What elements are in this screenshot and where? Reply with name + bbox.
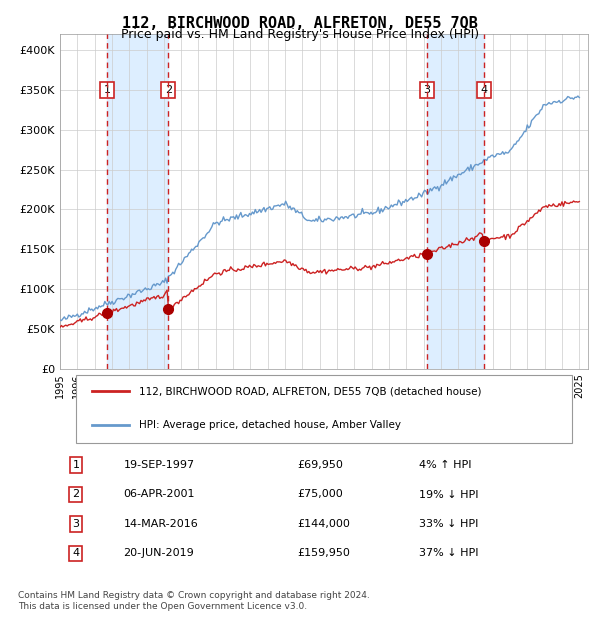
- Text: 20-JUN-2019: 20-JUN-2019: [124, 548, 194, 559]
- Text: 19% ↓ HPI: 19% ↓ HPI: [419, 489, 479, 500]
- Text: 33% ↓ HPI: 33% ↓ HPI: [419, 519, 478, 529]
- Text: Contains HM Land Registry data © Crown copyright and database right 2024.
This d: Contains HM Land Registry data © Crown c…: [18, 591, 370, 611]
- Text: 3: 3: [73, 519, 79, 529]
- Text: £144,000: £144,000: [298, 519, 350, 529]
- Text: 37% ↓ HPI: 37% ↓ HPI: [419, 548, 479, 559]
- Text: 2: 2: [165, 85, 172, 95]
- FancyBboxPatch shape: [76, 375, 572, 443]
- Text: 112, BIRCHWOOD ROAD, ALFRETON, DE55 7QB (detached house): 112, BIRCHWOOD ROAD, ALFRETON, DE55 7QB …: [139, 386, 482, 396]
- Text: £69,950: £69,950: [298, 460, 343, 470]
- Text: 4: 4: [480, 85, 487, 95]
- Text: 3: 3: [424, 85, 431, 95]
- Text: 2: 2: [72, 489, 79, 500]
- Text: 06-APR-2001: 06-APR-2001: [124, 489, 195, 500]
- Text: £75,000: £75,000: [298, 489, 343, 500]
- Text: 4% ↑ HPI: 4% ↑ HPI: [419, 460, 472, 470]
- Text: 112, BIRCHWOOD ROAD, ALFRETON, DE55 7QB: 112, BIRCHWOOD ROAD, ALFRETON, DE55 7QB: [122, 16, 478, 30]
- Text: HPI: Average price, detached house, Amber Valley: HPI: Average price, detached house, Ambe…: [139, 420, 401, 430]
- Bar: [427, 34, 484, 369]
- Text: Price paid vs. HM Land Registry's House Price Index (HPI): Price paid vs. HM Land Registry's House …: [121, 28, 479, 41]
- Text: 1: 1: [104, 85, 110, 95]
- Bar: [107, 34, 169, 369]
- Text: 14-MAR-2016: 14-MAR-2016: [124, 519, 198, 529]
- Text: £159,950: £159,950: [298, 548, 350, 559]
- Text: 4: 4: [72, 548, 79, 559]
- Text: 1: 1: [73, 460, 79, 470]
- Text: 19-SEP-1997: 19-SEP-1997: [124, 460, 194, 470]
